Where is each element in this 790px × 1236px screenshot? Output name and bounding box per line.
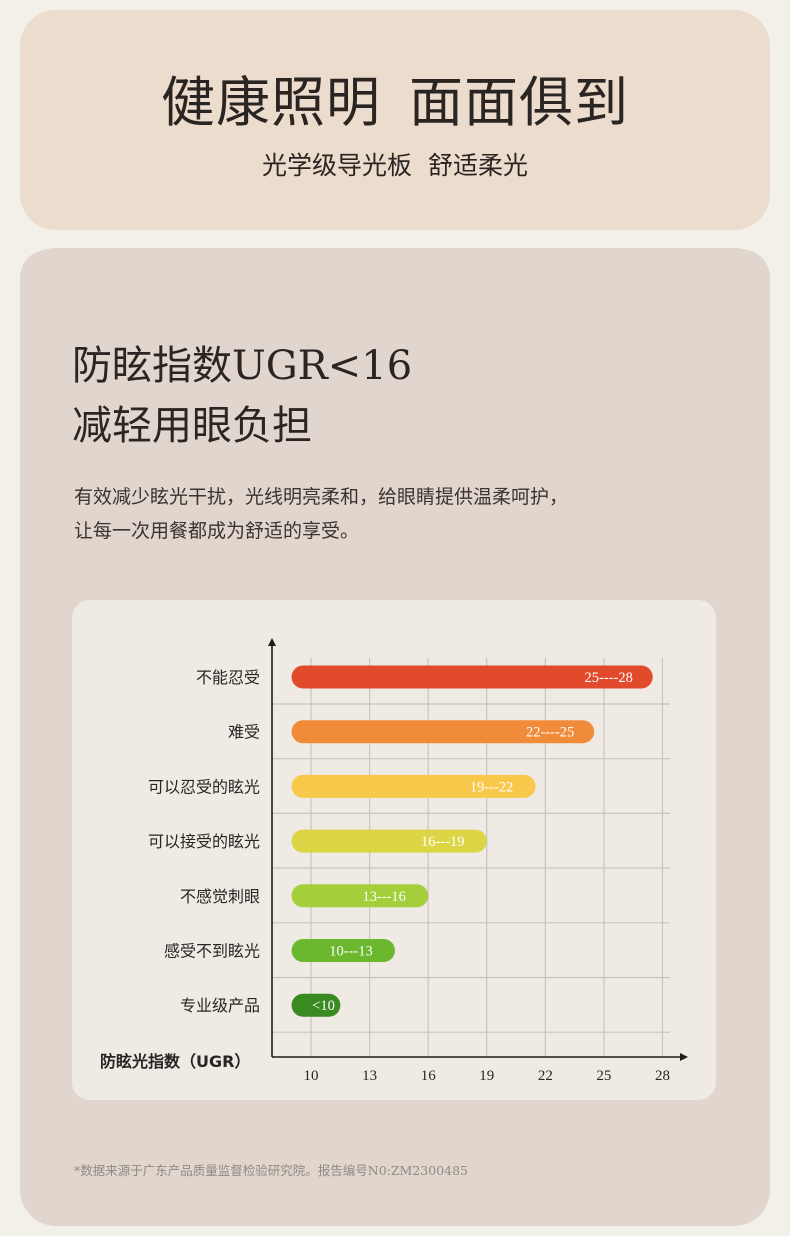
bar-6 [291,993,341,1017]
x-axis-title: 防眩光指数（UGR） [100,1052,250,1071]
bar-5 [291,939,395,962]
category-label: 难受 [228,723,260,742]
ugr-bar-chart: 10 13 16 19 22 25 28 防眩光指数（UGR） 25----28 不能忍受 22--… [100,638,688,1084]
desc-line-2: 让每一次用餐都成为舒适的享受。 [74,520,360,542]
category-label: 专业级产品 [180,996,260,1015]
bar-value-label: 16---19 [421,834,465,850]
x-tick-label: 10 [304,1068,319,1084]
bar-2 [291,774,536,798]
bar-4 [291,884,429,908]
header-card [20,10,770,230]
bar-1 [291,720,595,744]
x-tick-label: 25 [596,1068,611,1084]
x-tick-label: 16 [421,1068,437,1084]
x-axis-arrow [680,1053,688,1061]
footnote: *数据来源于广东产品质量监督检验研究院。报告编号N0:ZM2300485 [74,1163,469,1178]
x-tick-label: 19 [479,1068,494,1084]
hero-sub-b: 舒适柔光 [428,151,529,180]
hero-title-b: 面面俱到 [409,71,629,134]
category-label: 可以忍受的眩光 [148,777,260,796]
section-heading: 防眩指数UGR<16 减轻用眼负担 [72,336,412,456]
hero-subtitle: 光学级导光板 舒适柔光 [0,146,790,182]
bar-value-label: 13---16 [362,889,406,905]
hero-sub-a: 光学级导光板 [261,151,412,180]
x-tick-label: 22 [538,1068,553,1084]
chart-card: 10 13 16 19 22 25 28 防眩光指数（UGR） 25----28 不能忍受 22--… [72,600,716,1100]
category-label: 不能忍受 [196,668,260,687]
heading-line-2: 减轻用眼负担 [72,403,312,449]
wave-notch [20,248,770,290]
heading-line-1: 防眩指数UGR<16 [72,343,413,389]
hero-title-a: 健康照明 [161,71,381,134]
hero-title: 健康照明 面面俱到 [0,58,790,137]
y-axis-arrow [268,638,276,646]
category-label: 感受不到眩光 [164,942,260,961]
x-tick-label: 13 [362,1068,377,1084]
section-description: 有效减少眩光干扰，光线明亮柔和，给眼睛提供温柔呵护， 让每一次用餐都成为舒适的享… [74,480,714,548]
desc-line-1: 有效减少眩光干扰，光线明亮柔和，给眼睛提供温柔呵护， [74,486,569,508]
bar-value-label: 19---22 [470,779,513,795]
bar-value-label: 10---13 [329,944,373,960]
bar-value-label: 25----28 [585,670,633,686]
bar-3 [291,829,487,853]
category-label: 不感觉刺眼 [180,887,260,906]
bar-value-label: <10 [312,998,335,1014]
bar-value-label: 22----25 [526,725,574,741]
x-tick-label: 28 [655,1068,670,1084]
bar-0 [291,665,653,689]
category-label: 可以接受的眩光 [148,832,260,851]
